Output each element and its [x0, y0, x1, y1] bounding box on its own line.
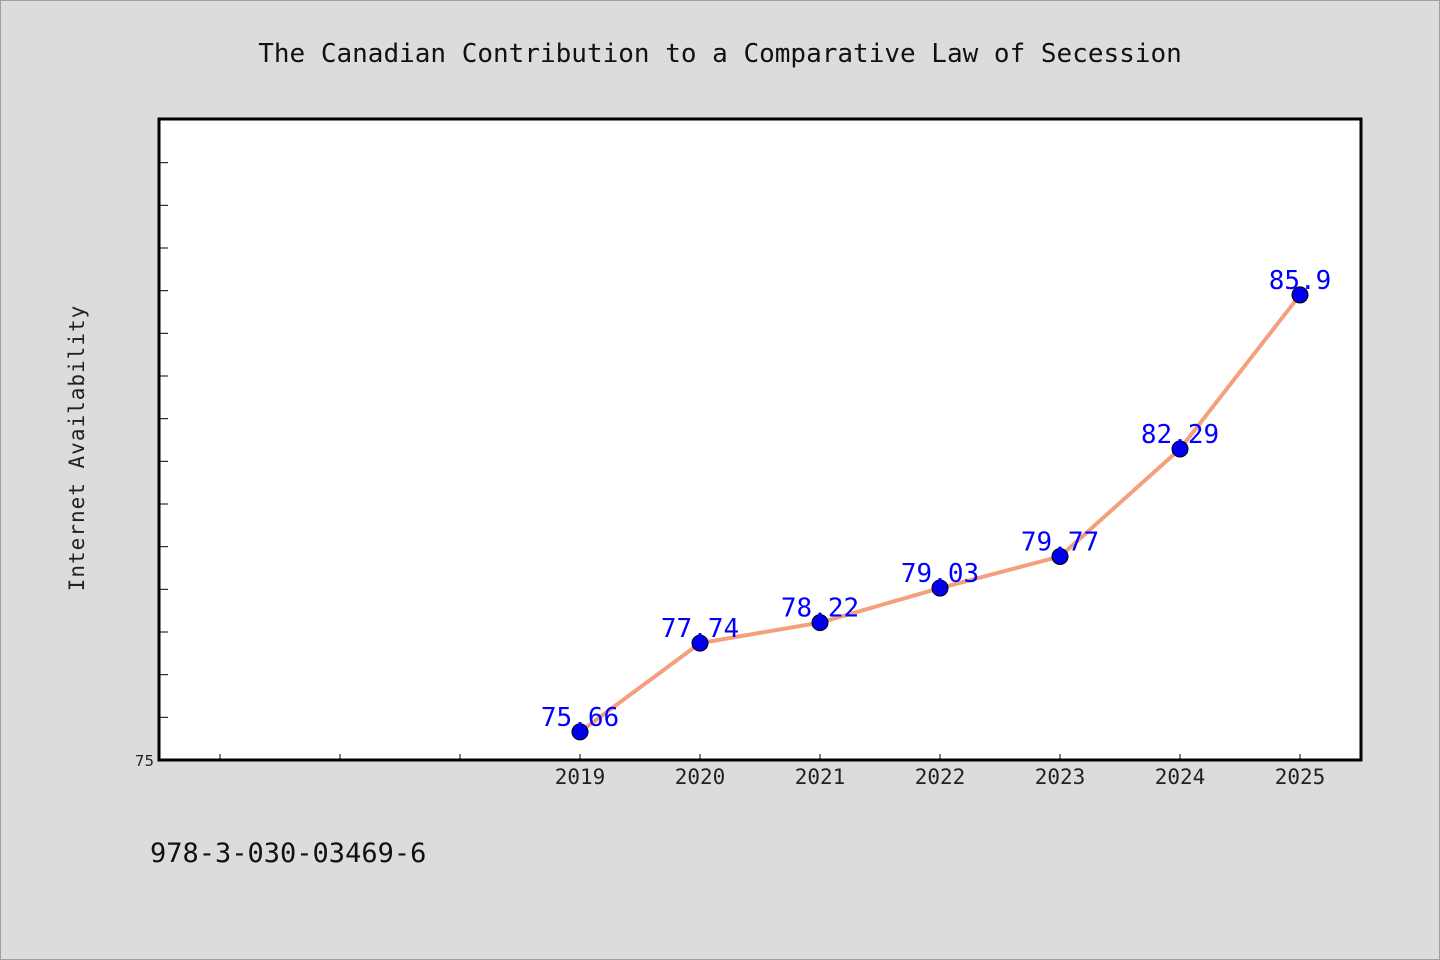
plot-area	[157, 117, 1363, 762]
data-labels-layer: 75.66 77.74 78.22 79.03 79.77 82.29 85.9	[541, 266, 1331, 733]
x-tick-label: 2019	[555, 765, 606, 789]
x-tick-label: 2024	[1155, 765, 1206, 789]
y-tick-label: 75	[135, 752, 154, 770]
data-point	[1051, 547, 1069, 565]
x-tick-label: 2021	[795, 765, 846, 789]
x-tick-label: 2020	[675, 765, 726, 789]
data-label: 85.9	[1269, 266, 1332, 296]
data-label: 82.29	[1141, 420, 1219, 450]
data-label: 79.77	[1021, 527, 1099, 557]
y-axis-ticks: 75	[135, 162, 168, 770]
data-label: 77.74	[661, 614, 739, 644]
data-point	[1291, 286, 1309, 304]
y-axis-label: Internet Availability	[65, 305, 89, 592]
x-tick-label: 2022	[915, 765, 966, 789]
footer-identifier: 978-3-030-03469-6	[150, 838, 426, 869]
data-point	[691, 634, 709, 652]
data-label: 75.66	[541, 703, 619, 733]
x-tick-label: 2023	[1035, 765, 1086, 789]
chart-title: The Canadian Contribution to a Comparati…	[258, 39, 1182, 69]
data-label: 79.03	[901, 559, 979, 589]
data-point	[1171, 440, 1189, 458]
series-layer	[571, 286, 1309, 741]
x-tick-label: 2025	[1275, 765, 1326, 789]
data-point	[811, 614, 829, 632]
data-label: 78.22	[781, 594, 859, 624]
x-axis-ticks: 2019 2020 2021 2022 2023 2024 2025	[219, 754, 1326, 789]
data-point	[571, 723, 589, 741]
data-point	[931, 579, 949, 597]
